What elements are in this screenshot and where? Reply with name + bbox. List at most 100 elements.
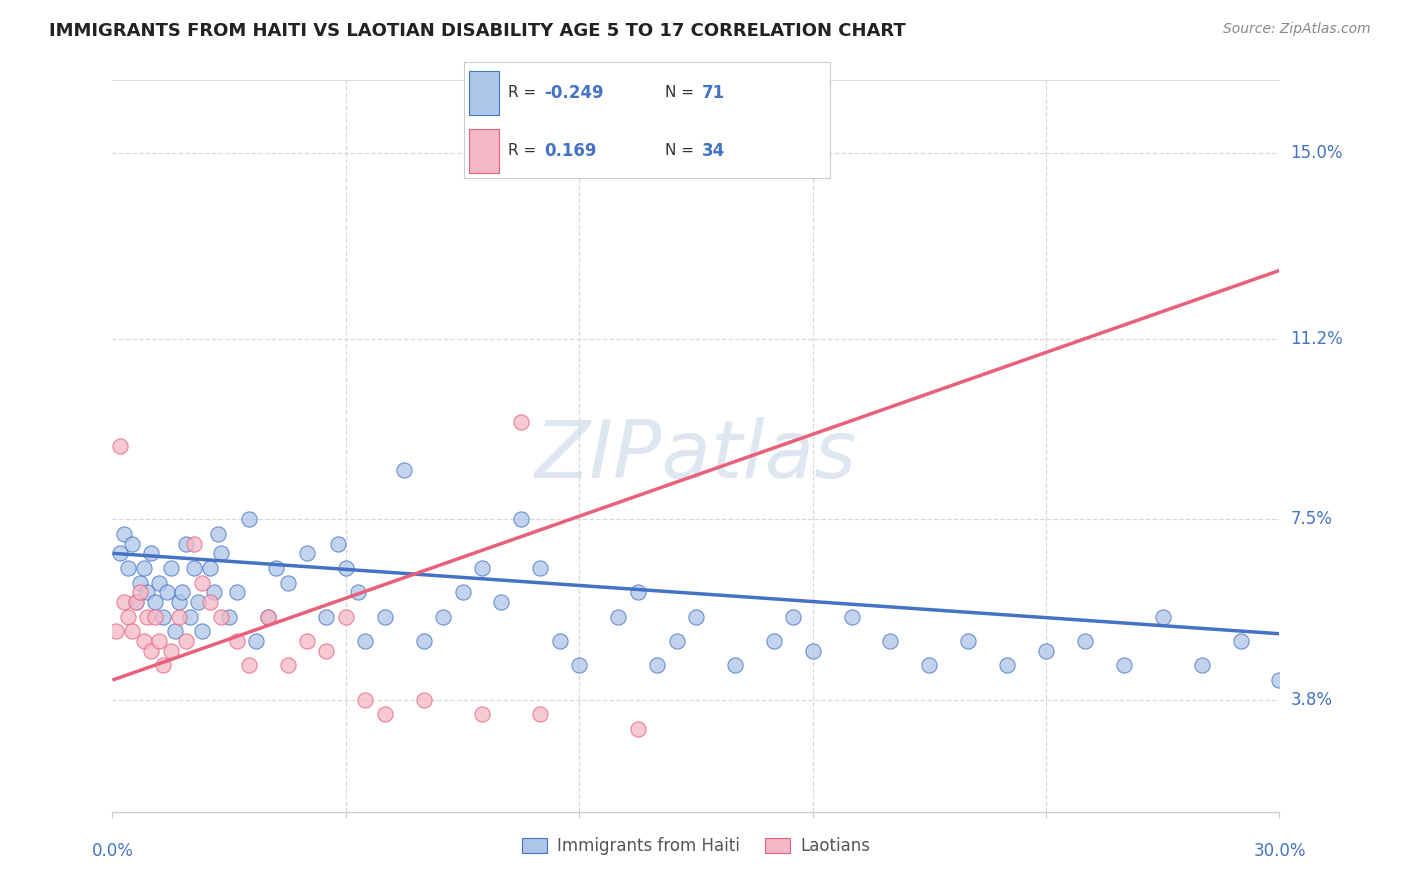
FancyBboxPatch shape [470,71,499,114]
Point [141,644,163,658]
Point [172,585,194,599]
Point [156,585,179,599]
Point [257,609,280,624]
Point [918,658,941,673]
Point [1112,658,1135,673]
Point [491,595,513,609]
Point [276,658,298,673]
Text: 34: 34 [702,142,725,160]
Text: IMMIGRANTS FROM HAITI VS LAOTIAN DISABILITY AGE 5 TO 17 CORRELATION CHART: IMMIGRANTS FROM HAITI VS LAOTIAN DISABIL… [49,22,905,40]
Point [121,624,143,639]
Point [374,609,396,624]
Point [509,415,531,429]
Point [354,634,377,648]
Point [627,722,650,736]
Text: 0.169: 0.169 [544,142,598,160]
Text: -0.249: -0.249 [544,84,605,102]
Point [451,585,474,599]
Text: 15.0%: 15.0% [1291,145,1343,162]
Point [724,658,747,673]
Point [110,439,132,453]
Point [685,609,707,624]
Point [132,561,155,575]
Point [335,609,357,624]
Text: 3.8%: 3.8% [1291,690,1333,708]
Point [529,561,551,575]
Point [762,634,785,648]
Point [143,609,166,624]
Point [163,624,186,639]
Point [136,609,159,624]
Point [148,575,170,590]
Point [346,585,368,599]
Point [627,585,650,599]
Point [1035,644,1057,658]
Point [238,658,260,673]
Point [218,609,240,624]
Text: 11.2%: 11.2% [1291,330,1343,348]
Point [1268,673,1291,687]
Point [782,609,804,624]
Point [128,585,150,599]
Point [112,526,135,541]
Point [1229,634,1251,648]
Text: R =: R = [508,143,541,158]
Point [198,561,221,575]
Point [568,658,591,673]
Point [209,546,232,560]
Point [167,609,190,624]
FancyBboxPatch shape [470,129,499,173]
Point [183,561,205,575]
Point [226,634,249,648]
Point [160,561,183,575]
Point [607,609,630,624]
Point [176,634,198,648]
Text: 30.0%: 30.0% [1253,842,1306,860]
Point [315,644,337,658]
Point [148,634,170,648]
Point [509,512,531,526]
Point [245,634,267,648]
Point [141,546,163,560]
Point [125,595,148,609]
Point [179,609,201,624]
Point [665,634,688,648]
Point [183,536,205,550]
Point [354,692,377,706]
Point [112,595,135,609]
Point [238,512,260,526]
Point [326,536,349,550]
Point [264,561,287,575]
Text: 71: 71 [702,84,724,102]
Point [143,595,166,609]
Point [152,658,174,673]
Point [257,609,280,624]
Point [132,634,155,648]
Point [1074,634,1097,648]
Text: R =: R = [508,85,541,100]
Point [801,644,824,658]
Point [152,609,174,624]
Point [645,658,668,673]
Point [105,624,128,639]
Point [176,536,198,550]
Point [529,707,551,722]
Point [471,707,494,722]
Point [995,658,1018,673]
Point [117,561,139,575]
Text: Source: ZipAtlas.com: Source: ZipAtlas.com [1223,22,1371,37]
Point [841,609,863,624]
Point [226,585,249,599]
Point [198,595,221,609]
Point [335,561,357,575]
Point [1152,609,1174,624]
Point [374,707,396,722]
Text: 7.5%: 7.5% [1291,510,1333,528]
Text: 0.0%: 0.0% [91,842,134,860]
Point [160,644,183,658]
Point [548,634,571,648]
Point [110,546,132,560]
Text: N =: N = [665,143,699,158]
Point [209,609,232,624]
Text: ZIPatlas: ZIPatlas [534,417,858,495]
